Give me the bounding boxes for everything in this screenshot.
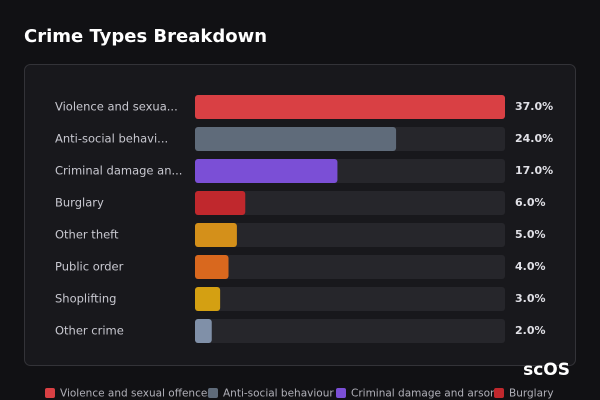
category-label: Burglary — [55, 196, 104, 210]
bar — [195, 319, 212, 343]
bar — [195, 191, 246, 215]
legend-label: Criminal damage and arson — [351, 388, 497, 400]
value-label: 17.0% — [515, 164, 553, 177]
legend-swatch — [208, 388, 218, 398]
category-label: Other theft — [55, 228, 119, 242]
value-label: 2.0% — [515, 324, 546, 337]
category-label: Anti-social behavi... — [55, 132, 168, 146]
bar — [195, 127, 397, 151]
category-label: Violence and sexua... — [55, 100, 178, 114]
legend-label: Burglary — [509, 388, 554, 400]
legend-label: Anti-social behaviour — [223, 388, 334, 400]
watermark: scOS — [523, 360, 570, 380]
value-label: 37.0% — [515, 100, 553, 113]
bar-track — [195, 223, 505, 247]
value-label: 6.0% — [515, 196, 546, 209]
bar — [195, 223, 237, 247]
bar — [195, 95, 505, 119]
value-label: 5.0% — [515, 228, 546, 241]
legend-swatch — [336, 388, 346, 398]
category-label: Criminal damage an... — [55, 164, 182, 178]
bar — [195, 287, 221, 311]
bar-track — [195, 191, 505, 215]
legend-label: Violence and sexual offences — [60, 388, 213, 400]
bar — [195, 159, 338, 183]
legend-swatch — [494, 388, 504, 398]
value-label: 24.0% — [515, 132, 553, 145]
category-label: Public order — [55, 260, 124, 274]
bar — [195, 255, 229, 279]
value-label: 4.0% — [515, 260, 546, 273]
value-label: 3.0% — [515, 292, 546, 305]
category-label: Other crime — [55, 324, 124, 338]
bar-track — [195, 287, 505, 311]
category-label: Shoplifting — [55, 292, 116, 306]
chart-title: Crime Types Breakdown — [24, 26, 267, 47]
legend-swatch — [45, 388, 55, 398]
bar-track — [195, 255, 505, 279]
bar-track — [195, 319, 505, 343]
